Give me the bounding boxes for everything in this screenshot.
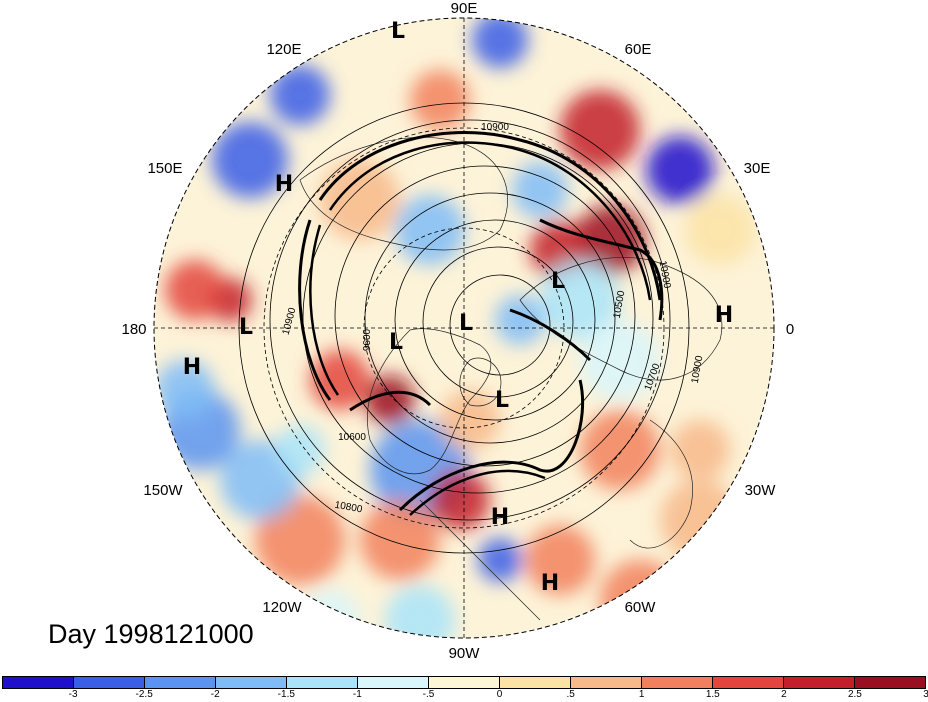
high-pressure-center: H: [715, 303, 733, 328]
colorbar-tick-label: 1: [638, 689, 645, 700]
contour-value-label: 10900: [657, 260, 673, 290]
coastline-central-america: [419, 499, 541, 621]
longitude-label: 60W: [625, 599, 657, 616]
colorbar-tick-label: 3: [923, 689, 928, 700]
high-pressure-center: H: [541, 571, 559, 596]
longitude-label: 0: [786, 321, 794, 338]
colorbar-tick-label: -2.5: [135, 689, 153, 700]
coastline-greenland: [459, 357, 502, 407]
low-pressure-center: L: [459, 311, 473, 336]
colorbar-tick-label: -.5: [422, 689, 435, 700]
low-pressure-center: L: [389, 330, 403, 355]
colorbar-tick-label: 2.5: [847, 689, 862, 700]
colorbar-tick-label: .5: [566, 689, 575, 700]
colorbar-tick-label: -3: [68, 689, 78, 700]
longitude-label: 30E: [744, 160, 771, 177]
colorbar-tick-label: -1: [352, 689, 362, 700]
colorbar-swatch: [713, 677, 784, 688]
longitude-label: 90W: [449, 645, 481, 662]
longitude-label: 120E: [266, 41, 301, 58]
high-pressure-center: H: [275, 172, 293, 197]
colorbar-swatch: [571, 677, 642, 688]
colorbar-swatch: [855, 677, 925, 688]
contour-value-label: 10500: [612, 289, 628, 319]
longitude-label: 90E: [451, 0, 478, 17]
contour-value-label: 9600: [362, 328, 373, 351]
colorbar-swatch: [74, 677, 145, 688]
colorbar-tick-label: -1.5: [277, 689, 295, 700]
contour-value-label: 10600: [338, 432, 366, 443]
colorbar-tick-labels: -3 -2.5 -2 -1.5 -1 -.5 0 .5 1 1.5 2 2.5 3: [2, 689, 928, 702]
coastline-eurasia: [519, 257, 723, 381]
colorbar-tick-label: 2: [781, 689, 787, 700]
colorbar-swatch: [500, 677, 571, 688]
colorbar-tick-label: 0: [496, 689, 503, 700]
map-grid: [153, 17, 775, 639]
colorbar-swatch: [642, 677, 713, 688]
coastline-asia-east: [299, 137, 509, 251]
colorbar-swatch: [145, 677, 216, 688]
high-pressure-center: H: [491, 505, 509, 530]
colorbar-swatch: [287, 677, 358, 688]
colorbar-swatch: [358, 677, 429, 688]
longitude-label: 120W: [262, 599, 302, 616]
colorbar-swatch: [216, 677, 287, 688]
low-pressure-center: L: [495, 388, 509, 413]
colorbar-tick-label: -2: [210, 689, 220, 700]
low-pressure-center: L: [239, 315, 253, 340]
pressure-centers: L H L H L L L L H H H: [183, 19, 733, 596]
longitude-label: 150E: [147, 160, 182, 177]
low-pressure-center: L: [391, 19, 405, 44]
colorbar-tick-label: 1.5: [705, 689, 720, 700]
colorbar-swatch: [429, 677, 500, 688]
colorbar-swatch: [784, 677, 855, 688]
high-pressure-center: H: [183, 355, 201, 380]
date-title: Day 1998121000: [48, 619, 254, 649]
longitude-label: 150W: [143, 482, 183, 499]
longitude-label: 30W: [745, 482, 777, 499]
contour-value-label: 10900: [481, 122, 509, 133]
colorbar-swatch: [3, 677, 74, 688]
coastline-africa: [629, 419, 693, 549]
contour-value-label: 10900: [690, 354, 706, 384]
longitude-labels: 90E 60E 30E 0 30W 60W 90W 120W 150W 180 150E 120E: [121, 0, 794, 662]
colorbar: [2, 676, 926, 689]
polar-stereographic-map: 1090010900109001090010600105001070010800…: [121, 0, 794, 662]
contour-value-label: 10800: [334, 500, 364, 516]
longitude-label: 60E: [625, 41, 652, 58]
low-pressure-center: L: [551, 269, 565, 294]
longitude-label: 180: [121, 321, 146, 338]
